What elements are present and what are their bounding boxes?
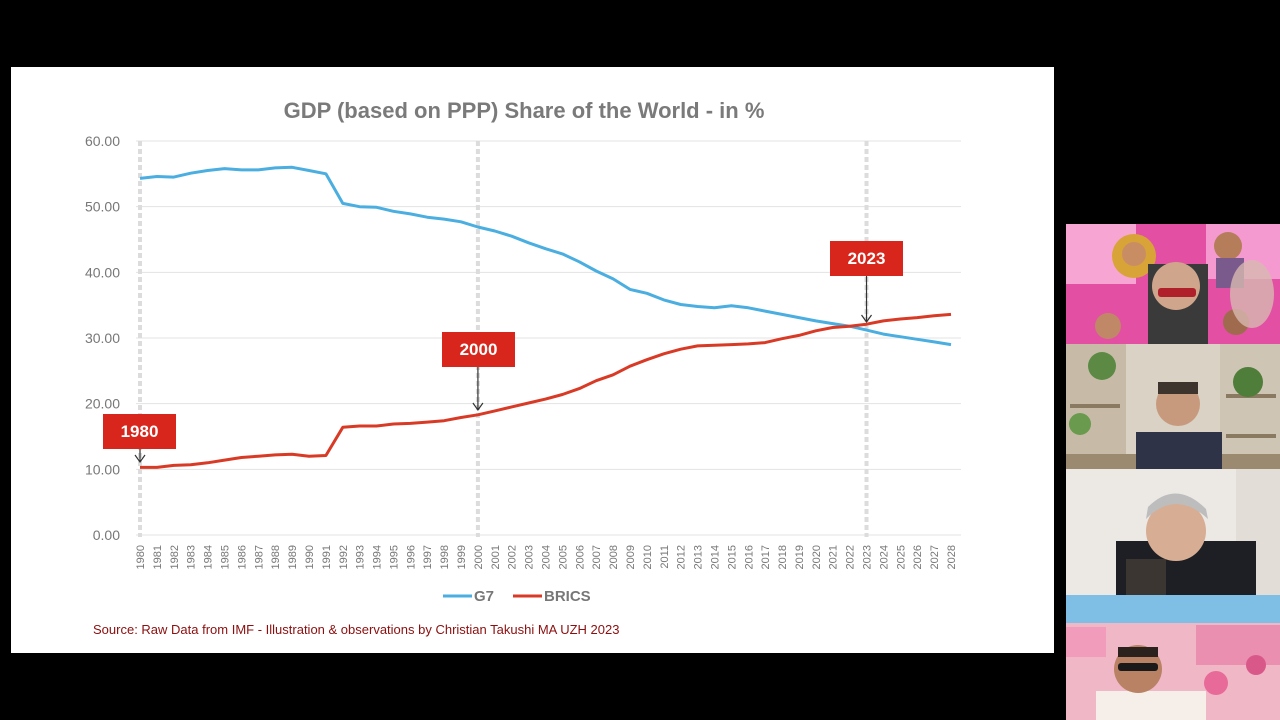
callout-1980: 1980 (103, 414, 176, 464)
x-tick-label: 2026 (912, 545, 924, 569)
x-tick-label: 1990 (304, 545, 316, 569)
chart-title: GDP (based on PPP) Share of the World - … (284, 98, 765, 123)
highlight-year-lines (138, 141, 869, 537)
y-tick-label: 0.00 (93, 527, 120, 543)
callout-arrowhead (472, 402, 484, 412)
x-tick-label: 1991 (321, 545, 333, 569)
x-tick-label: 2014 (709, 545, 721, 569)
x-tick-label: 2025 (895, 545, 907, 569)
x-axis-ticks: 1980 1981 1982 1983 1984 1985 1986 1987 1988 1989… (135, 545, 958, 569)
legend-item-brics: BRICS (513, 588, 591, 605)
x-tick-label: 1986 (236, 545, 248, 569)
participant-panel (1066, 224, 1280, 720)
y-tick-label: 50.00 (85, 199, 120, 215)
chart-legend: G7 BRICS (443, 588, 591, 605)
x-tick-label: 2009 (625, 545, 637, 569)
y-tick-label: 60.00 (85, 133, 120, 149)
callout-2000: 2000 (442, 332, 515, 412)
callout-label: 2000 (460, 340, 498, 359)
y-tick-label: 20.00 (85, 396, 120, 412)
presentation-slide: GDP (based on PPP) Share of the World - … (11, 67, 1054, 653)
x-tick-label: 2017 (760, 545, 772, 569)
x-tick-label: 1995 (388, 545, 400, 569)
series-line-g7 (139, 165, 952, 347)
participant-tile-1[interactable] (1066, 224, 1280, 344)
callout-box (442, 332, 515, 367)
x-tick-label: 2011 (659, 545, 671, 569)
x-tick-label: 2001 (490, 545, 502, 569)
x-tick-label: 2006 (574, 545, 586, 569)
callout-box (103, 414, 176, 449)
x-tick-label: 1996 (405, 545, 417, 569)
x-tick-label: 1992 (338, 545, 350, 569)
x-tick-label: 1984 (203, 545, 215, 569)
series-line-brics (140, 312, 952, 469)
x-tick-label: 2024 (878, 545, 890, 569)
participant-2-video (1066, 344, 1280, 469)
x-tick-label: 2008 (608, 545, 620, 569)
legend-label: BRICS (544, 588, 591, 605)
participant-3-video (1066, 469, 1280, 595)
x-tick-label: 2020 (811, 545, 823, 569)
callout-arrowhead (134, 454, 146, 464)
x-tick-label: 2015 (726, 545, 738, 569)
y-tick-label: 10.00 (85, 461, 120, 477)
x-tick-label: 2000 (473, 545, 485, 569)
callout-box (830, 241, 903, 276)
x-tick-label: 1980 (135, 545, 147, 569)
x-tick-label: 1993 (355, 545, 367, 569)
y-tick-label: 40.00 (85, 264, 120, 280)
y-tick-label: 30.00 (85, 330, 120, 346)
x-tick-label: 2019 (794, 545, 806, 569)
x-tick-label: 2016 (743, 545, 755, 569)
x-tick-label: 1981 (152, 545, 164, 569)
x-tick-label: 1998 (439, 545, 451, 569)
x-tick-label: 1985 (219, 545, 231, 569)
x-tick-label: 1989 (287, 545, 299, 569)
x-tick-label: 1997 (422, 545, 434, 569)
y-axis-ticks: 0.00 10.00 20.00 30.00 40.00 50.00 60.00 (85, 133, 120, 543)
legend-label: G7 (474, 588, 494, 605)
chart-series (139, 165, 952, 469)
x-tick-label: 2004 (541, 545, 553, 569)
participant-tile-4[interactable] (1066, 595, 1280, 720)
x-tick-label: 2003 (524, 545, 536, 569)
callout-2023: 2023 (830, 241, 903, 324)
participant-4-video (1066, 595, 1280, 720)
callout-arrowhead (861, 314, 873, 324)
x-tick-label: 1983 (186, 545, 198, 569)
x-tick-label: 2028 (946, 545, 958, 569)
x-tick-label: 2012 (676, 545, 688, 569)
x-tick-label: 2023 (862, 545, 874, 569)
participant-tile-2[interactable] (1066, 344, 1280, 469)
callout-label: 1980 (121, 422, 159, 441)
participant-tile-3[interactable] (1066, 469, 1280, 595)
x-tick-label: 2005 (557, 545, 569, 569)
callout-label: 2023 (848, 249, 886, 268)
legend-item-g7: G7 (443, 588, 494, 605)
x-tick-label: 2022 (845, 545, 857, 569)
source-note: Source: Raw Data from IMF - Illustration… (93, 622, 619, 637)
x-tick-label: 2021 (828, 545, 840, 569)
x-tick-label: 1982 (169, 545, 181, 569)
x-tick-label: 1999 (456, 545, 468, 569)
x-tick-label: 2027 (929, 545, 941, 569)
x-tick-label: 2013 (693, 545, 705, 569)
x-tick-label: 2018 (777, 545, 789, 569)
x-tick-label: 2007 (591, 545, 603, 569)
year-callouts: 1980 2000 2023 (103, 241, 903, 464)
gdp-share-chart: GDP (based on PPP) Share of the World - … (85, 98, 961, 637)
x-tick-label: 1994 (372, 545, 384, 569)
participant-1-video (1066, 224, 1280, 344)
x-tick-label: 1987 (253, 545, 265, 569)
gridlines (136, 140, 961, 536)
x-tick-label: 2002 (507, 545, 519, 569)
x-tick-label: 1988 (270, 545, 282, 569)
x-tick-label: 2010 (642, 545, 654, 569)
